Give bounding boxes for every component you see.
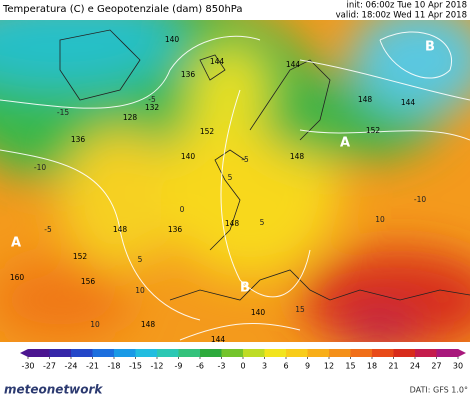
temperature-label: 10 <box>135 286 145 295</box>
legend-tick-label: -3 <box>218 362 226 371</box>
color-swatch <box>243 349 265 357</box>
pressure-center: A <box>11 236 21 251</box>
legend-tick-label: -15 <box>129 362 142 371</box>
color-swatch <box>221 349 244 357</box>
contour-label: 144 <box>210 57 225 66</box>
valid-time: valid: 18:00z Wed 11 Apr 2018 <box>336 11 467 21</box>
contour-label: 132 <box>145 103 160 112</box>
legend-tick-label: -18 <box>107 362 120 371</box>
color-swatch <box>28 349 50 357</box>
color-swatch <box>393 349 416 357</box>
temperature-label: -5 <box>241 155 249 164</box>
contour-label: 148 <box>225 219 240 228</box>
contour-label: 160 <box>10 273 25 282</box>
contour-label: 144 <box>211 335 226 344</box>
color-swatch <box>114 349 136 357</box>
color-swatch <box>71 349 93 357</box>
legend-arrow-low <box>20 349 28 357</box>
legend-tick-label: 30 <box>453 362 463 371</box>
temperature-label: -15 <box>57 108 69 117</box>
temperature-label: 10 <box>375 215 385 224</box>
contour-label: 148 <box>141 320 156 329</box>
legend-tick-label: -12 <box>150 362 163 371</box>
legend-tick-label: 6 <box>283 362 288 371</box>
temperature-label: 10 <box>90 320 100 329</box>
legend-tick-label: -6 <box>196 362 204 371</box>
temperature-label: -5 <box>44 225 52 234</box>
data-source: DATI: GFS 1.0° <box>410 386 468 395</box>
map <box>0 20 470 342</box>
legend-tick-label: 27 <box>431 362 441 371</box>
legend-tick-label: 12 <box>324 362 334 371</box>
color-swatch <box>178 349 201 357</box>
title: Temperatura (C) e Geopotenziale (dam) 85… <box>2 4 243 15</box>
legend-tick-label: 18 <box>367 362 377 371</box>
contour-label: 140 <box>165 35 180 44</box>
color-swatch <box>92 349 115 357</box>
legend-tick-label: -21 <box>86 362 99 371</box>
contour-label: 152 <box>73 252 88 261</box>
color-swatch <box>329 349 351 357</box>
contour-label: 136 <box>71 135 86 144</box>
color-swatch <box>350 349 373 357</box>
legend-tick-label: 24 <box>410 362 420 371</box>
legend-tick-label: 3 <box>262 362 267 371</box>
contour-label: 140 <box>181 152 196 161</box>
contour-label: 144 <box>401 98 416 107</box>
contour-label: 152 <box>200 127 215 136</box>
contour-label: 144 <box>286 60 301 69</box>
color-swatch <box>200 349 222 357</box>
legend-tick-label: -27 <box>43 362 56 371</box>
color-swatch <box>49 349 72 357</box>
color-swatch <box>286 349 308 357</box>
temperature-label: 15 <box>295 305 305 314</box>
color-swatch <box>415 349 437 357</box>
contour-label: 136 <box>168 225 183 234</box>
contour-label: 148 <box>358 95 373 104</box>
contour-label: 148 <box>113 225 128 234</box>
contour-label: 148 <box>290 152 305 161</box>
temperature-label: -10 <box>414 195 426 204</box>
legend-tick-label: -9 <box>175 362 183 371</box>
temperature-label: 5 <box>228 173 233 182</box>
color-swatch <box>264 349 287 357</box>
brand: meteonetwork <box>4 383 103 397</box>
color-swatch <box>157 349 179 357</box>
legend-tick-label: 9 <box>305 362 310 371</box>
coastlines <box>59 29 470 301</box>
color-legend: -30 -27 -24 -21 -18 -15 -12 -9 -6 -3 0 3 6 9 12 15 18 21 2… <box>20 349 466 371</box>
contours <box>0 31 470 341</box>
contour-label: 140 <box>251 308 266 317</box>
pressure-center: A <box>340 136 350 151</box>
temperature-label: -10 <box>34 163 46 172</box>
temperature-label: -5 <box>148 95 156 104</box>
color-swatch <box>436 349 459 357</box>
color-swatch <box>307 349 330 357</box>
legend-tick-label: 21 <box>388 362 398 371</box>
contour-label: 152 <box>366 126 381 135</box>
legend-tick-label: -30 <box>21 362 34 371</box>
legend-tick-label: 0 <box>240 362 245 371</box>
legend-tick-label: 15 <box>345 362 355 371</box>
temperature-label: 0 <box>180 205 185 214</box>
temperature-label: 5 <box>138 255 143 264</box>
temperature-label: 5 <box>260 218 265 227</box>
contour-label: 156 <box>81 277 96 286</box>
contour-label: 128 <box>123 113 138 122</box>
color-swatch <box>372 349 394 357</box>
color-swatch <box>135 349 158 357</box>
legend-arrow-high <box>458 349 466 357</box>
contour-label: 136 <box>181 70 196 79</box>
pressure-center: B <box>240 281 250 296</box>
map-labels: A B A B 128 132 136 136 140 144 144 144 148 148 152 152… <box>10 35 435 344</box>
pressure-center: B <box>425 40 435 55</box>
init-time: init: 06:00z Tue 10 Apr 2018 <box>347 1 467 11</box>
legend-tick-label: -24 <box>64 362 77 371</box>
